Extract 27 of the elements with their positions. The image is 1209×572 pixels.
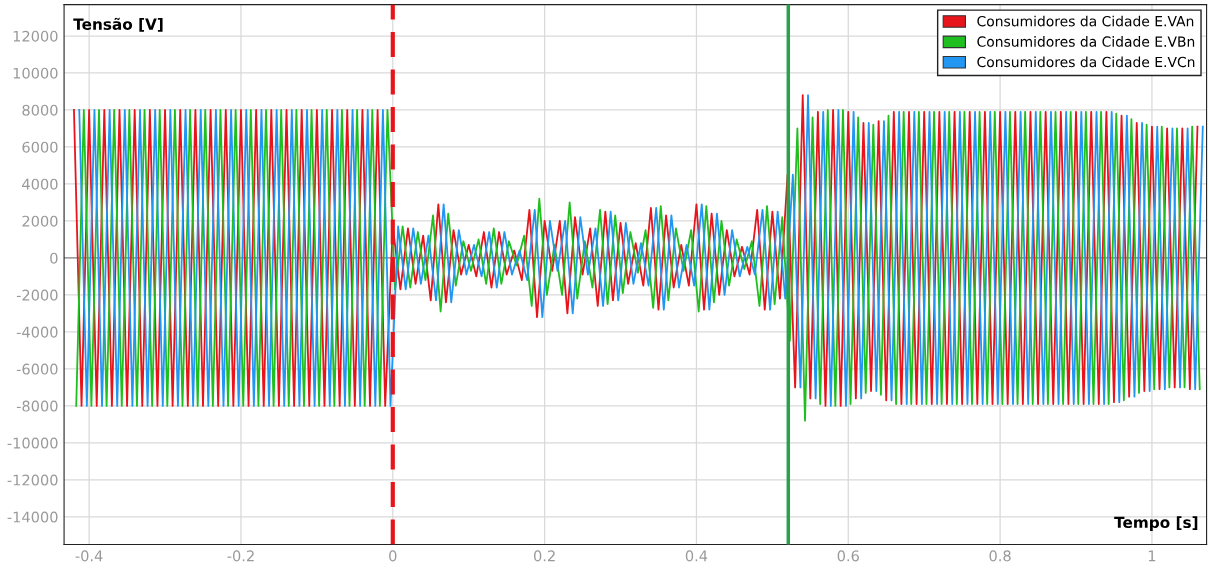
y-tick-label: -12000 (7, 474, 58, 486)
x-tick-label: 0.4 (685, 550, 708, 562)
x-tick-label: 1 (1148, 550, 1156, 562)
y-tick-label: 4000 (22, 178, 58, 190)
y-tick-label: -14000 (7, 511, 58, 523)
x-tick-label: 0 (389, 550, 397, 562)
legend-label: Consumidores da Cidade E.VAn (977, 15, 1194, 27)
x-tick-label: 0.8 (989, 550, 1011, 562)
x-tick-label: 0.6 (837, 550, 859, 562)
y-tick-label: 0 (50, 252, 58, 264)
y-tick-label: -2000 (16, 289, 58, 301)
legend-label: Consumidores da Cidade E.VCn (977, 56, 1195, 68)
x-tick-label: 0.2 (533, 550, 555, 562)
x-axis-title: Tempo [s] (1114, 516, 1198, 532)
y-tick-label: -8000 (16, 400, 58, 412)
x-tick-label: -0.4 (75, 550, 103, 562)
x-tick-label: -0.2 (227, 550, 254, 562)
y-tick-label: -10000 (7, 437, 58, 449)
y-tick-label: 12000 (13, 30, 58, 42)
y-tick-label: 10000 (13, 67, 58, 79)
y-axis-title: Tensão [V] (73, 17, 163, 32)
legend-label: Consumidores da Cidade E.VBn (977, 36, 1195, 47)
y-tick-label: 8000 (22, 104, 58, 116)
y-tick-label: 6000 (22, 141, 58, 153)
y-tick-label: -6000 (16, 363, 58, 375)
y-tick-label: 2000 (22, 215, 58, 227)
y-tick-label: -4000 (16, 326, 58, 338)
